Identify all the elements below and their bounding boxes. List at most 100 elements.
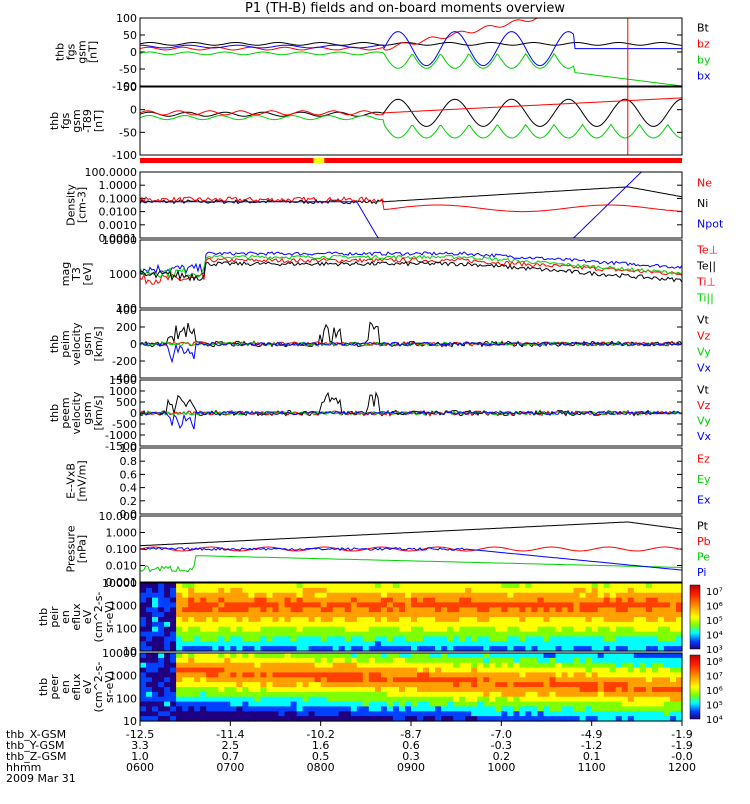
heatmap-cell [567,592,575,599]
heatmap-cell [242,662,249,669]
heatmap-cell [386,711,394,717]
heatmap-cell [260,706,267,712]
heatmap-cell [453,636,460,642]
heatmap-cell [531,641,538,647]
heatmap-cell [248,667,255,674]
heatmap-cell [290,631,298,638]
heatmap-cell [374,672,382,678]
heatmap-cell [657,706,665,712]
heatmap-cell [453,607,460,613]
heatmap-cell [314,667,322,674]
heatmap-cell [657,672,665,678]
heatmap-cell [459,607,466,613]
heatmap-cell [609,687,617,693]
heatmap-cell [525,587,532,594]
heatmap-cell [429,626,436,633]
heatmap-cell [579,587,587,594]
heatmap-cell [465,626,472,633]
heatmap-cell [200,602,207,608]
heatmap-cell [248,592,255,599]
heatmap-cell [531,597,538,604]
heatmap-cell [266,646,274,652]
heatmap-cell [344,626,352,633]
heatmap-cell [152,592,159,599]
heatmap-cell [332,621,340,628]
heatmap-cell [332,607,340,613]
heatmap-cell [236,711,243,717]
heatmap-cell [657,662,665,669]
heatmap-cell [676,641,683,647]
heatmap-cell [561,607,569,613]
heatmap-cell [338,607,346,613]
heatmap-cell [380,657,388,664]
heatmap-cell [657,687,665,693]
ylabel-line: thb [48,335,61,353]
heatmap-cell [230,621,237,628]
heatmap-cell [386,701,394,708]
heatmap-cell [543,711,551,717]
heatmap-cell [200,691,207,698]
heatmap-cell [218,583,225,589]
heatmap-cell [164,607,171,613]
heatmap-cell [429,711,436,717]
heatmap-cell [627,646,635,652]
heatmap-cell [676,716,683,722]
heatmap-cell [392,583,400,589]
heatmap-cell [603,621,611,628]
heatmap-cell [453,677,460,683]
heatmap-cell [567,646,575,652]
heatmap-cell [254,672,261,678]
heatmap-cell [194,612,201,618]
heatmap-cell [417,626,424,633]
heatmap-cell [152,667,159,674]
heatmap-cell [537,587,545,594]
heatmap-cell [429,607,436,613]
heatmap-cell [483,646,490,652]
heatmap-cell [350,696,358,703]
heatmap-cell [585,687,593,693]
heatmap-cell [639,626,647,633]
heatmap-cell [230,706,237,712]
heatmap-cell [519,597,526,604]
heatmap-cell [441,716,448,722]
heatmap-cell [645,716,653,722]
heatmap-cell [501,641,508,647]
heatmap-cell [194,716,201,722]
heatmap-cell [429,592,436,599]
heatmap-cell [670,657,677,664]
ytick-label: 50 [123,29,137,42]
heatmap-cell [597,587,605,594]
heatmap-cell [567,657,575,664]
heatmap-cell [579,597,587,604]
heatmap-cell [639,597,647,604]
heatmap-cell [206,641,213,647]
heatmap-cell [447,621,454,628]
heatmap-cell [663,653,671,659]
heatmap-cell [272,682,280,688]
heatmap-cell [392,592,400,599]
heatmap-cell [308,677,316,683]
heatmap-cell [236,672,243,678]
heatmap-cell [320,602,328,608]
heatmap-cell [483,592,490,599]
heatmap-cell [615,691,623,698]
heatmap-cell [158,711,165,717]
heatmap-cell [338,592,346,599]
axis-row-label: thb_X-GSM [6,728,66,741]
heatmap-cell [603,587,611,594]
heatmap-cell [441,672,448,678]
heatmap-cell [585,662,593,669]
heatmap-cell [362,636,370,642]
heatmap-cell [459,587,466,594]
heatmap-cell [254,646,261,652]
heatmap-cell [447,716,454,722]
heatmap-cell [645,682,653,688]
heatmap-cell [254,667,261,674]
heatmap-cell [302,711,310,717]
heatmap-cell [555,587,563,594]
heatmap-cell [627,657,635,664]
heatmap-cell [585,612,593,618]
heatmap-cell [627,691,635,698]
heatmap-cell [302,646,310,652]
axis-row-value: 0700 [216,761,244,774]
